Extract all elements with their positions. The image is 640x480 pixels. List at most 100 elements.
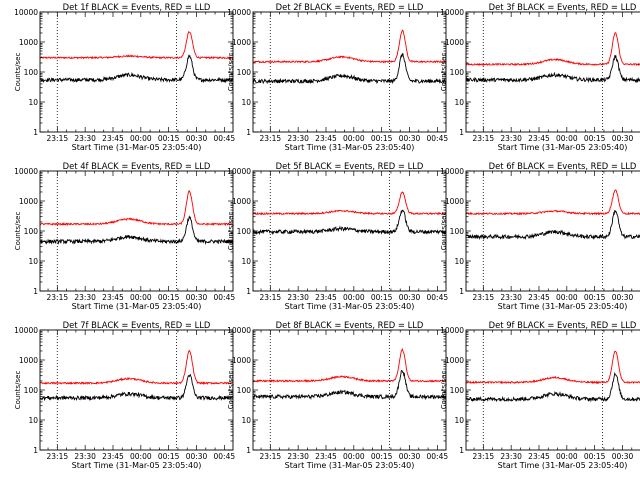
y-tick-label: 10 bbox=[454, 416, 464, 425]
x-axis-label: Start Time (31-Mar-05 23:05:40) bbox=[285, 461, 415, 470]
x-tick-label: 00:00 bbox=[343, 134, 365, 143]
series-line-lld bbox=[465, 32, 640, 67]
y-tick-label: 10 bbox=[241, 98, 251, 107]
y-tick-label: 1000 bbox=[232, 197, 251, 206]
y-tick-label: 10000 bbox=[14, 326, 38, 335]
detector-panel: Det 8f BLACK = Events, RED = LLD 1 10 100 10… bbox=[227, 320, 448, 470]
x-tick-label: 23:30 bbox=[74, 452, 96, 461]
detector-panel: Det 6f BLACK = Events, RED = LLD 1 10 100 10… bbox=[440, 161, 640, 311]
y-axis-label: Counts/sec bbox=[440, 53, 448, 92]
series-line-lld bbox=[40, 190, 234, 227]
x-tick-label: 00:15 bbox=[371, 452, 393, 461]
x-axis-label: Start Time (31-Mar-05 23:05:40) bbox=[498, 461, 628, 470]
x-tick-label: 00:15 bbox=[371, 293, 393, 302]
detector-panel: Det 1f BLACK = Events, RED = LLD 1 10 100 10… bbox=[14, 2, 235, 152]
y-axis-label: Counts/sec bbox=[14, 53, 22, 92]
x-tick-label: 00:15 bbox=[158, 134, 180, 143]
detector-panel: Det 9f BLACK = Events, RED = LLD 1 10 100 10… bbox=[440, 320, 640, 470]
x-tick-label: 00:00 bbox=[130, 134, 152, 143]
y-tick-label: 1000 bbox=[19, 356, 38, 365]
x-tick-label: 23:30 bbox=[287, 134, 309, 143]
x-tick-label: 00:45 bbox=[214, 452, 236, 461]
y-tick-label: 1000 bbox=[232, 356, 251, 365]
y-tick-label: 1000 bbox=[445, 197, 464, 206]
y-tick-label: 10 bbox=[28, 257, 38, 266]
x-axis-label: Start Time (31-Mar-05 23:05:40) bbox=[72, 461, 202, 470]
x-tick-label: 00:30 bbox=[399, 452, 421, 461]
x-tick-label: 23:15 bbox=[260, 134, 282, 143]
detector-panel: Det 3f BLACK = Events, RED = LLD 1 10 100 10… bbox=[440, 2, 640, 152]
x-tick-label: 23:30 bbox=[500, 134, 522, 143]
x-tick-label: 23:15 bbox=[473, 293, 495, 302]
y-axis-label: Counts/sec bbox=[14, 371, 22, 410]
y-axis-label: Counts/sec bbox=[227, 371, 235, 410]
x-tick-label: 23:45 bbox=[528, 293, 550, 302]
y-tick-label: 1 bbox=[459, 287, 464, 296]
series-line-lld bbox=[39, 30, 234, 60]
x-tick-label: 23:45 bbox=[102, 134, 124, 143]
x-tick-label: 23:45 bbox=[528, 452, 550, 461]
x-tick-label: 23:15 bbox=[473, 134, 495, 143]
series-line-events bbox=[39, 54, 234, 84]
plot-frame bbox=[39, 170, 234, 292]
x-tick-label: 00:00 bbox=[130, 293, 152, 302]
x-tick-label: 23:15 bbox=[260, 293, 282, 302]
y-tick-label: 10000 bbox=[440, 326, 464, 335]
y-tick-label: 10000 bbox=[440, 167, 464, 176]
detector-panel: Det 4f BLACK = Events, RED = LLD 1 10 100 10… bbox=[14, 161, 235, 311]
series-line-lld bbox=[252, 191, 447, 216]
x-tick-label: 00:30 bbox=[399, 134, 421, 143]
series-line-lld bbox=[465, 189, 640, 216]
y-axis-label: Counts/sec bbox=[227, 212, 235, 251]
x-tick-label: 23:45 bbox=[528, 134, 550, 143]
x-tick-label: 00:15 bbox=[158, 452, 180, 461]
y-tick-label: 10000 bbox=[14, 167, 38, 176]
x-tick-label: 00:00 bbox=[556, 293, 578, 302]
x-tick-label: 23:30 bbox=[74, 134, 96, 143]
panel-title: Det 4f BLACK = Events, RED = LLD bbox=[63, 161, 211, 171]
x-tick-label: 23:30 bbox=[287, 293, 309, 302]
x-tick-label: 23:30 bbox=[287, 452, 309, 461]
x-tick-label: 00:15 bbox=[584, 452, 606, 461]
plot-frame bbox=[252, 11, 447, 133]
y-tick-label: 100 bbox=[24, 227, 39, 236]
plot-frame bbox=[465, 329, 640, 451]
x-tick-label: 23:30 bbox=[500, 293, 522, 302]
panel-title: Det 3f BLACK = Events, RED = LLD bbox=[489, 2, 637, 12]
x-tick-label: 00:15 bbox=[584, 293, 606, 302]
x-axis-label: Start Time (31-Mar-05 23:05:40) bbox=[72, 302, 202, 311]
x-tick-label: 23:15 bbox=[47, 293, 69, 302]
series-line-events bbox=[252, 369, 447, 401]
x-tick-label: 00:30 bbox=[612, 452, 634, 461]
y-tick-label: 1000 bbox=[19, 197, 38, 206]
y-tick-label: 100 bbox=[237, 386, 252, 395]
y-tick-label: 10 bbox=[241, 257, 251, 266]
y-tick-label: 1 bbox=[459, 446, 464, 455]
series-line-lld bbox=[465, 350, 640, 385]
x-tick-label: 00:45 bbox=[427, 452, 449, 461]
detector-panel: Det 5f BLACK = Events, RED = LLD 1 10 100 10… bbox=[227, 161, 448, 311]
x-tick-label: 00:30 bbox=[186, 134, 208, 143]
x-tick-label: 23:45 bbox=[102, 293, 124, 302]
y-tick-label: 1000 bbox=[19, 38, 38, 47]
y-tick-label: 1 bbox=[246, 128, 251, 137]
x-tick-label: 00:00 bbox=[343, 293, 365, 302]
y-tick-label: 100 bbox=[24, 68, 39, 77]
y-tick-label: 100 bbox=[237, 227, 252, 236]
x-tick-label: 00:15 bbox=[584, 134, 606, 143]
x-tick-label: 00:15 bbox=[371, 134, 393, 143]
y-tick-label: 10 bbox=[454, 98, 464, 107]
plot-frame bbox=[465, 11, 640, 133]
y-tick-label: 1 bbox=[246, 287, 251, 296]
x-tick-label: 23:15 bbox=[473, 452, 495, 461]
x-tick-label: 00:15 bbox=[158, 293, 180, 302]
y-tick-label: 10000 bbox=[227, 167, 251, 176]
y-tick-label: 10000 bbox=[440, 8, 464, 17]
y-tick-label: 1 bbox=[459, 128, 464, 137]
y-tick-label: 1 bbox=[33, 287, 38, 296]
series-line-events bbox=[252, 209, 447, 236]
x-tick-label: 23:45 bbox=[315, 293, 337, 302]
panel-title: Det 2f BLACK = Events, RED = LLD bbox=[276, 2, 424, 12]
x-tick-label: 00:30 bbox=[186, 293, 208, 302]
y-tick-label: 1 bbox=[33, 446, 38, 455]
